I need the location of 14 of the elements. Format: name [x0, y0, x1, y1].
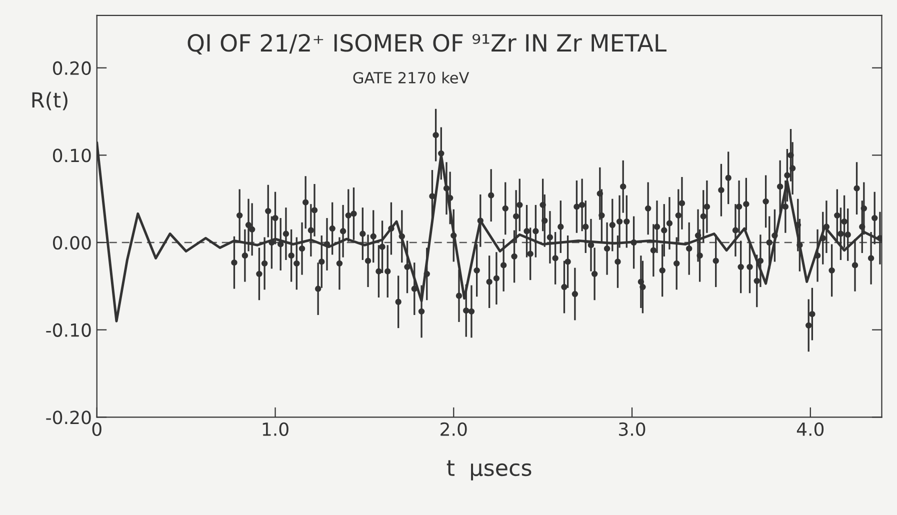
y-axis-title: R(t)	[32, 92, 68, 110]
x-tick-label: 2.0	[440, 422, 467, 436]
text: GATE 2170 keV	[353, 72, 470, 84]
x-axis-title: t μsecs	[446, 460, 532, 480]
x-tick-label: 1.0	[262, 422, 288, 436]
x-tick-label: 0	[92, 422, 102, 436]
y-tick-label: 0.20	[53, 61, 91, 75]
y-tick-label: 0.00	[53, 236, 91, 250]
y-tick-label: 0.10	[53, 148, 91, 162]
y-tick-label: -0.10	[46, 323, 91, 337]
x-tick-label: 3.0	[619, 422, 646, 436]
y-tick-label: -0.20	[46, 410, 91, 424]
x-tick-label: 4.0	[796, 422, 824, 436]
text: QI OF 21/2⁺ ISOMER OF ⁹¹Zr IN Zr METAL	[188, 34, 666, 55]
